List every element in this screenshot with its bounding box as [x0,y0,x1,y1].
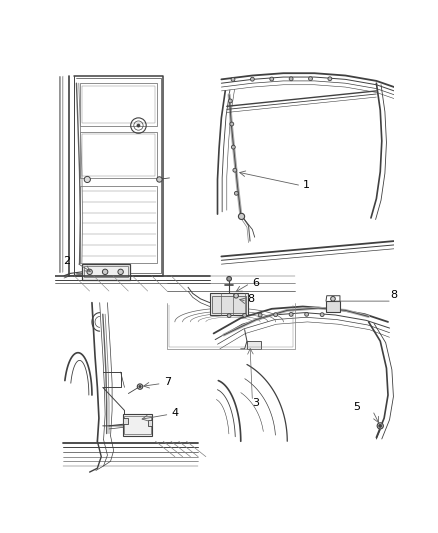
Circle shape [258,313,262,317]
Circle shape [274,313,278,317]
Circle shape [331,296,336,301]
Circle shape [231,77,235,82]
Circle shape [87,269,92,274]
Circle shape [228,99,232,103]
Bar [82,264,130,280]
Bar [124,416,151,434]
Circle shape [231,145,235,149]
Circle shape [137,384,143,389]
Circle shape [238,213,245,220]
Bar [210,294,248,315]
Circle shape [328,77,332,80]
Circle shape [118,269,124,274]
Text: 4: 4 [172,408,179,418]
Circle shape [137,124,140,127]
Text: 8: 8 [390,289,397,300]
Circle shape [243,313,247,317]
Circle shape [139,385,141,387]
Text: 7: 7 [164,377,171,387]
Bar [247,341,261,349]
Bar [80,132,157,178]
Circle shape [230,122,234,126]
Circle shape [289,312,293,316]
Circle shape [308,77,312,80]
Circle shape [227,277,231,281]
Circle shape [227,314,231,318]
Text: 5: 5 [353,401,360,411]
Text: 2: 2 [63,256,70,266]
Circle shape [84,176,90,182]
Bar [123,418,127,424]
Circle shape [234,191,238,195]
Text: 1: 1 [303,180,310,190]
Bar [80,83,157,126]
Circle shape [379,424,382,427]
Bar [123,414,152,436]
Circle shape [305,312,308,316]
Text: 8: 8 [247,294,254,304]
Circle shape [377,423,383,429]
Bar [326,301,340,312]
Bar [212,296,246,313]
Bar [84,266,127,277]
Circle shape [157,177,162,182]
Circle shape [233,168,237,172]
Circle shape [102,269,108,274]
Circle shape [270,77,274,81]
Bar [82,134,155,175]
Bar [148,419,152,426]
Circle shape [234,294,238,298]
Bar [82,85,155,123]
Circle shape [289,77,293,80]
Text: 3: 3 [252,398,259,408]
Bar [229,299,243,310]
Text: 6: 6 [252,278,259,288]
Bar [80,185,157,263]
Circle shape [320,313,324,317]
Circle shape [251,77,254,81]
